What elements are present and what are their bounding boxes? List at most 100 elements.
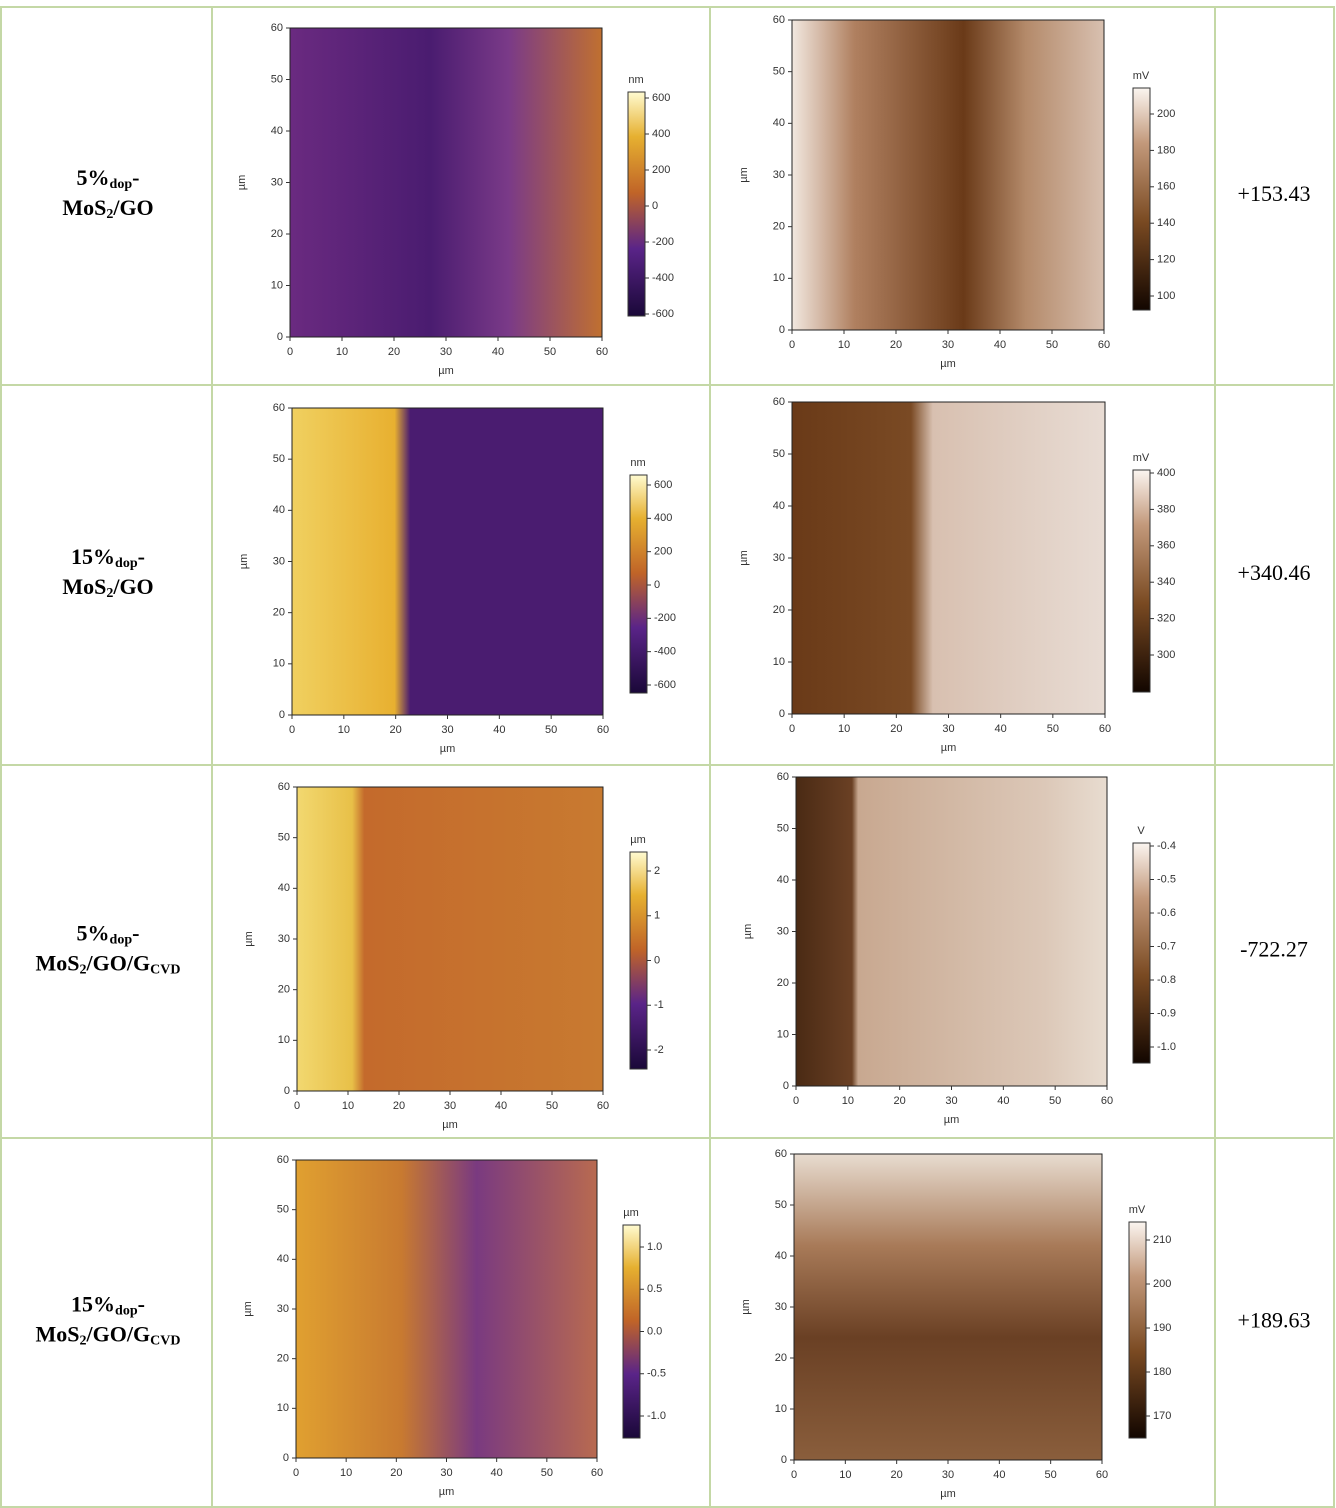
y-tick-label: 20: [773, 604, 785, 616]
y-tick-label: 60: [278, 781, 290, 793]
x-tick-label: 30: [444, 1100, 456, 1112]
x-tick-label: 20: [393, 1100, 405, 1112]
colorbar-tick-label: 0.0: [647, 1325, 662, 1337]
colorbar-tick-label: 200: [654, 546, 672, 558]
label-text: MoS: [36, 951, 80, 976]
y-tick-label: 20: [271, 228, 283, 240]
subscript: dop: [115, 1304, 138, 1319]
x-axis-label: µm: [442, 1119, 458, 1131]
y-tick-label: 50: [775, 1199, 787, 1211]
sample-label: MoS2/GO/GCVD: [36, 1322, 181, 1349]
colorbar-tick-label: -0.6: [1157, 907, 1176, 919]
x-axis-label: µm: [944, 1114, 960, 1126]
x-tick-label: 40: [994, 339, 1006, 351]
sample-label: 15%dop-: [71, 1292, 145, 1319]
x-tick-label: 20: [388, 346, 400, 358]
topography-map: [291, 407, 604, 716]
x-tick-label: 50: [1045, 1469, 1057, 1481]
y-tick-label: 30: [777, 925, 789, 937]
colorbar-tick-label: 120: [1157, 254, 1175, 266]
x-tick-label: 50: [1046, 339, 1058, 351]
x-tick-label: 10: [340, 1467, 352, 1479]
sample-label: 15%dop-: [71, 544, 145, 571]
colorbar-tick-label: 320: [1157, 613, 1175, 625]
x-tick-label: 30: [945, 1095, 957, 1107]
subscript: CVD: [150, 1334, 180, 1349]
colorbar-tick-label: 200: [1153, 1278, 1171, 1290]
x-tick-label: 40: [995, 723, 1007, 735]
y-tick-label: 40: [775, 1250, 787, 1262]
x-tick-label: 30: [942, 1469, 954, 1481]
y-tick-label: 0: [779, 324, 785, 336]
colorbar-unit: mV: [1133, 70, 1150, 82]
colorbar-tick-label: 180: [1153, 1366, 1171, 1378]
y-tick-label: 60: [773, 14, 785, 26]
x-tick-label: 10: [838, 723, 850, 735]
table-grid: [0, 6, 1335, 1508]
label-text: /GO/G: [86, 1322, 151, 1347]
colorbar-tick-label: 340: [1157, 576, 1175, 588]
y-tick-label: 20: [277, 1353, 289, 1365]
y-tick-label: 30: [775, 1301, 787, 1313]
colorbar: [622, 1224, 641, 1439]
colorbar-tick-label: 140: [1157, 217, 1175, 229]
x-axis-label: µm: [438, 365, 454, 377]
y-tick-label: 60: [775, 1148, 787, 1160]
x-tick-label: 60: [597, 1100, 609, 1112]
colorbar-tick-label: 360: [1157, 540, 1175, 552]
y-tick-label: 40: [277, 1253, 289, 1265]
colorbar: [1132, 842, 1151, 1064]
x-axis-label: µm: [439, 1486, 455, 1498]
topography-map: [289, 27, 603, 338]
x-tick-label: 50: [541, 1467, 553, 1479]
colorbar-tick-label: 0: [654, 954, 660, 966]
x-tick-label: 0: [789, 723, 795, 735]
colorbar-unit: mV: [1129, 1204, 1146, 1216]
label-text: 5%: [77, 165, 110, 190]
colorbar-unit: µm: [623, 1207, 639, 1219]
y-tick-label: 20: [273, 607, 285, 619]
sample-label: 5%dop-: [77, 165, 140, 192]
y-tick-label: 0: [779, 708, 785, 720]
y-tick-label: 30: [773, 169, 785, 181]
x-tick-label: 10: [838, 339, 850, 351]
colorbar-tick-label: -200: [654, 612, 676, 624]
y-tick-label: 60: [271, 22, 283, 34]
colorbar: [629, 474, 648, 694]
y-axis-label: µm: [242, 1301, 254, 1317]
sample-label: MoS2/GO: [62, 574, 153, 601]
y-axis-label: µm: [243, 931, 255, 947]
potential-map: [791, 401, 1106, 715]
x-tick-label: 0: [289, 724, 295, 736]
x-tick-label: 60: [597, 724, 609, 736]
x-tick-label: 60: [596, 346, 608, 358]
x-tick-label: 10: [839, 1469, 851, 1481]
x-tick-label: 50: [545, 724, 557, 736]
potential-map: [795, 776, 1108, 1087]
colorbar-tick-label: 1.0: [647, 1241, 662, 1253]
y-tick-label: 60: [277, 1154, 289, 1166]
topography-map: [295, 1159, 598, 1459]
x-tick-label: 60: [591, 1467, 603, 1479]
label-text: -: [132, 921, 139, 946]
y-tick-label: 40: [278, 882, 290, 894]
y-tick-label: 0: [277, 331, 283, 343]
x-tick-label: 0: [287, 346, 293, 358]
colorbar-tick-label: 380: [1157, 503, 1175, 515]
subscript: dop: [115, 556, 138, 571]
colorbar-tick-label: 0: [654, 579, 660, 591]
y-tick-label: 0: [783, 1080, 789, 1092]
x-tick-label: 0: [793, 1095, 799, 1107]
y-tick-label: 30: [273, 555, 285, 567]
x-tick-label: 30: [441, 724, 453, 736]
x-tick-label: 40: [492, 346, 504, 358]
y-tick-label: 30: [277, 1303, 289, 1315]
x-tick-label: 20: [390, 724, 402, 736]
x-tick-label: 60: [1098, 339, 1110, 351]
label-text: /GO/G: [86, 951, 151, 976]
y-tick-label: 10: [773, 272, 785, 284]
y-tick-label: 40: [271, 125, 283, 137]
subscript: 2: [80, 1334, 87, 1349]
y-tick-label: 60: [773, 396, 785, 408]
